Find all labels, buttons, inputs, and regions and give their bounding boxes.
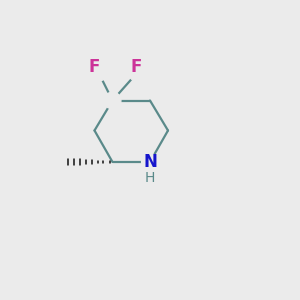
Circle shape [128, 58, 145, 75]
Text: N: N [143, 153, 157, 171]
Text: H: H [145, 172, 155, 185]
Circle shape [142, 154, 158, 170]
Text: F: F [131, 58, 142, 76]
Circle shape [104, 92, 121, 109]
Circle shape [129, 66, 144, 81]
Circle shape [86, 58, 103, 75]
Circle shape [92, 66, 106, 81]
Text: F: F [89, 58, 100, 76]
